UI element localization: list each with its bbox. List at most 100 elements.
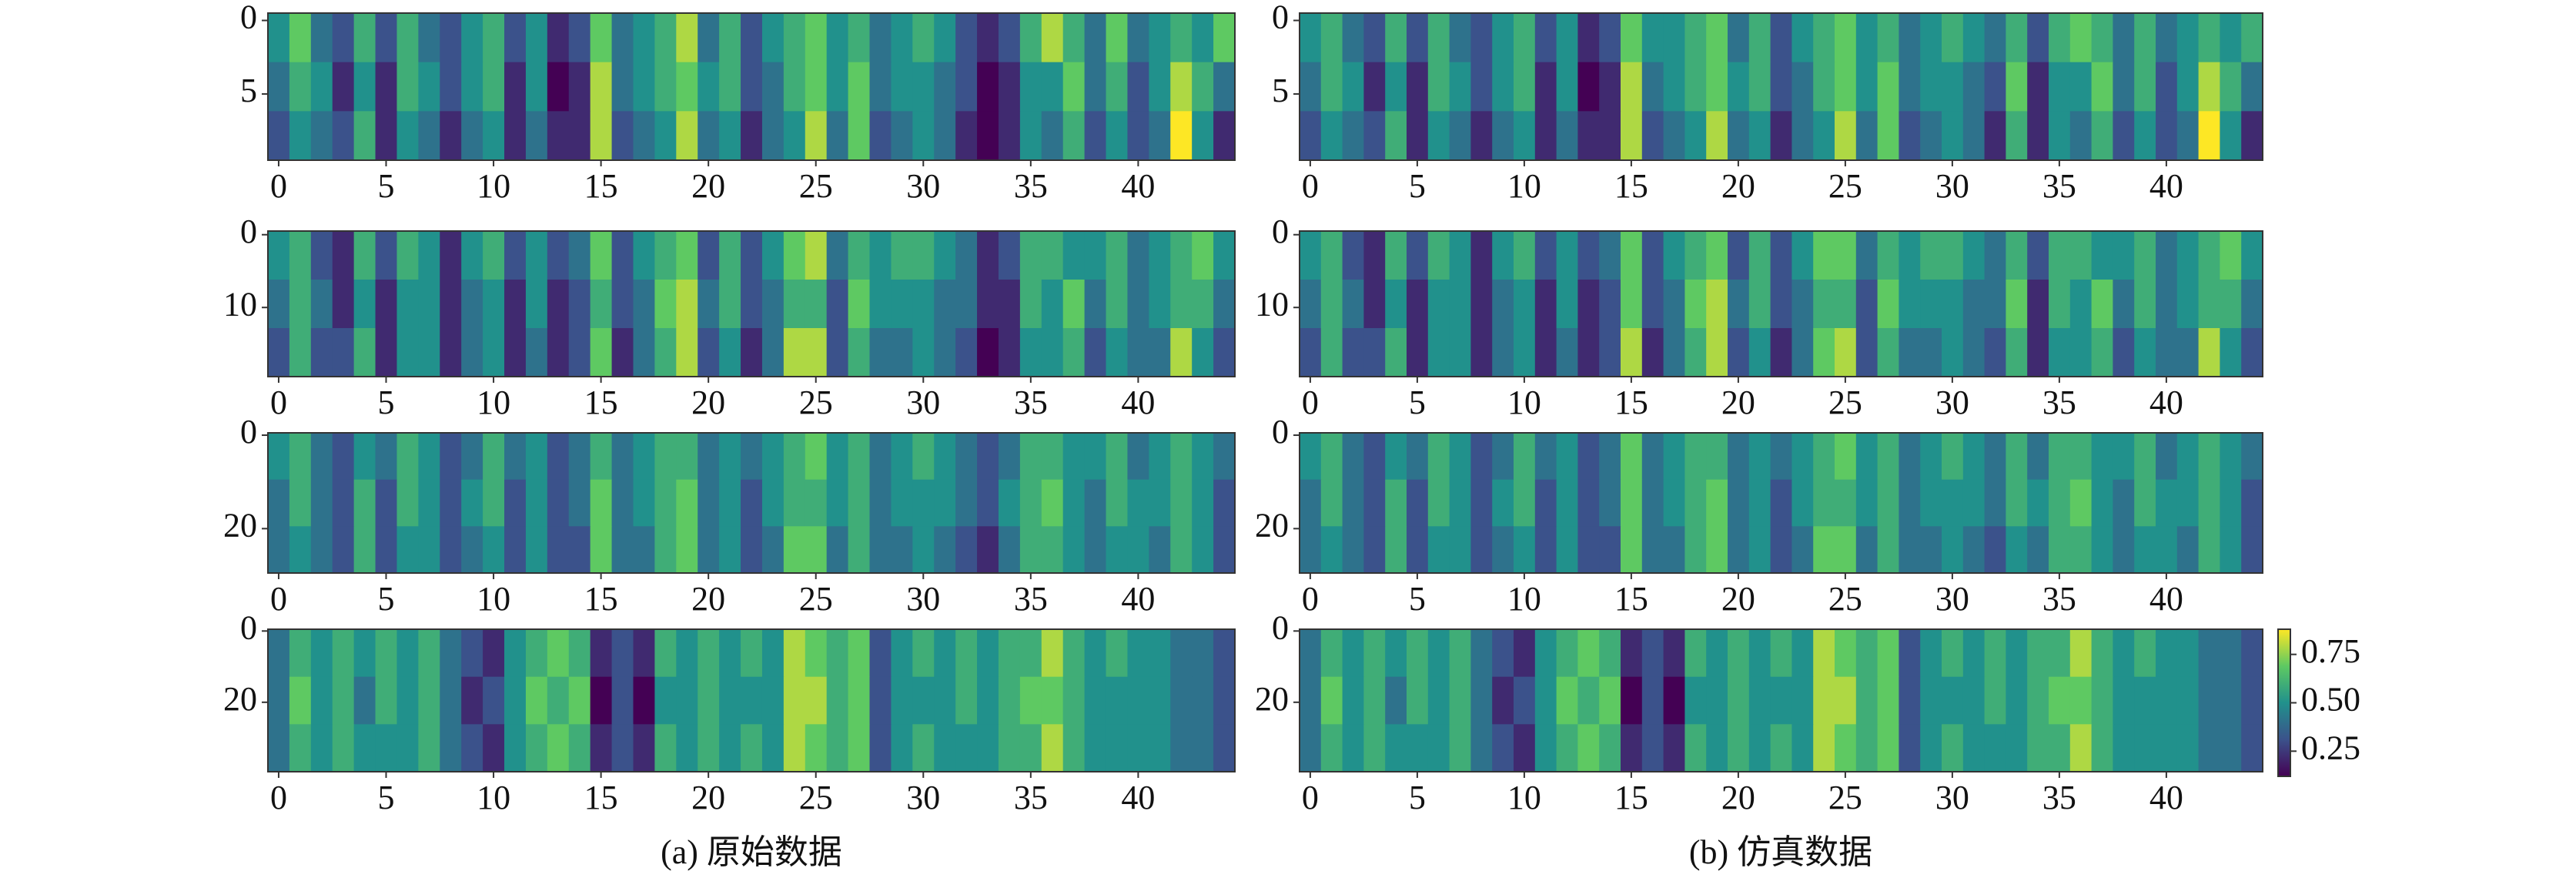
cell [1877, 479, 1899, 527]
cell [504, 433, 527, 481]
cell [547, 62, 570, 112]
cell [2220, 724, 2242, 772]
cell [1470, 526, 1493, 574]
cell [1514, 13, 1536, 63]
cell [741, 724, 763, 772]
cell [1492, 62, 1514, 112]
cell [1942, 479, 1964, 527]
cell [676, 328, 698, 377]
cell [1728, 479, 1750, 527]
cell [568, 676, 591, 725]
x-tick-label: 20 [691, 384, 725, 421]
cell [698, 724, 720, 772]
cell [2156, 526, 2178, 574]
cell [289, 328, 312, 377]
cell [1706, 328, 1728, 377]
cell [289, 629, 312, 678]
cell [1984, 433, 2006, 481]
cell [998, 111, 1021, 161]
cell [1470, 676, 1493, 725]
cell [761, 433, 785, 481]
cell [2156, 13, 2178, 63]
cell [826, 280, 849, 329]
cell [1149, 328, 1171, 377]
cell [2006, 13, 2028, 63]
cell [2006, 724, 2028, 772]
cell [396, 676, 419, 725]
cell [310, 676, 333, 725]
x-tick-label: 20 [1721, 167, 1755, 205]
y-tick-label: 20 [223, 680, 257, 718]
cell [934, 13, 956, 63]
cell [761, 676, 785, 725]
cell [375, 13, 398, 63]
cell [1942, 433, 1964, 481]
cell [1106, 526, 1129, 574]
cell [2069, 111, 2093, 161]
cell [2134, 231, 2156, 280]
cell [869, 724, 892, 772]
cell [977, 280, 999, 329]
cell [1534, 526, 1557, 574]
cell [418, 676, 440, 725]
cell [1149, 231, 1171, 280]
cell [1363, 62, 1386, 112]
cell [1942, 111, 1964, 161]
colorbar-tick-label: 0.25 [2301, 729, 2360, 766]
cell [633, 676, 655, 725]
cell [1599, 479, 1621, 527]
cell [1663, 62, 1685, 112]
cell [1385, 629, 1407, 678]
cell [633, 111, 655, 161]
cell [1962, 526, 1986, 574]
cell [869, 433, 892, 481]
cell [1813, 13, 1835, 63]
cell [1748, 328, 1771, 377]
cell [611, 13, 634, 63]
cell [1599, 526, 1621, 574]
x-tick-label: 40 [1121, 384, 1155, 421]
cell [1663, 280, 1685, 329]
cell [1449, 676, 1471, 725]
cell [891, 328, 913, 377]
cell [396, 231, 419, 280]
cell [1770, 433, 1792, 481]
cell [2156, 280, 2178, 329]
cell [654, 479, 677, 527]
cell [568, 62, 591, 112]
cell [1106, 328, 1129, 377]
x-tick-label: 35 [2042, 167, 2076, 205]
cell [1407, 328, 1429, 377]
cell [1019, 629, 1042, 678]
cell [2134, 433, 2156, 481]
cell [698, 433, 720, 481]
cell [2113, 724, 2135, 772]
cell [396, 433, 419, 481]
cell [1062, 231, 1086, 280]
x-tick-label: 20 [1721, 580, 1755, 618]
cell [1019, 724, 1042, 772]
cell [2241, 62, 2263, 112]
cell [1684, 62, 1707, 112]
cell [1684, 479, 1707, 527]
cell [2198, 328, 2220, 377]
cell [891, 629, 913, 678]
x-tick-label: 25 [799, 779, 833, 816]
cell [375, 676, 398, 725]
x-tick-label: 40 [2149, 167, 2183, 205]
cell [1427, 280, 1450, 329]
cell [869, 280, 892, 329]
cell [375, 526, 398, 574]
cell [353, 676, 376, 725]
cell [977, 479, 999, 527]
cell [1984, 479, 2006, 527]
cell [1621, 479, 1643, 527]
cell [353, 111, 376, 161]
cell [483, 13, 505, 63]
cell [2176, 479, 2200, 527]
cell [955, 280, 978, 329]
cell [1791, 280, 1814, 329]
cell [1556, 111, 1578, 161]
cell [826, 629, 849, 678]
colorbar-tick-label: 0.75 [2301, 632, 2360, 670]
